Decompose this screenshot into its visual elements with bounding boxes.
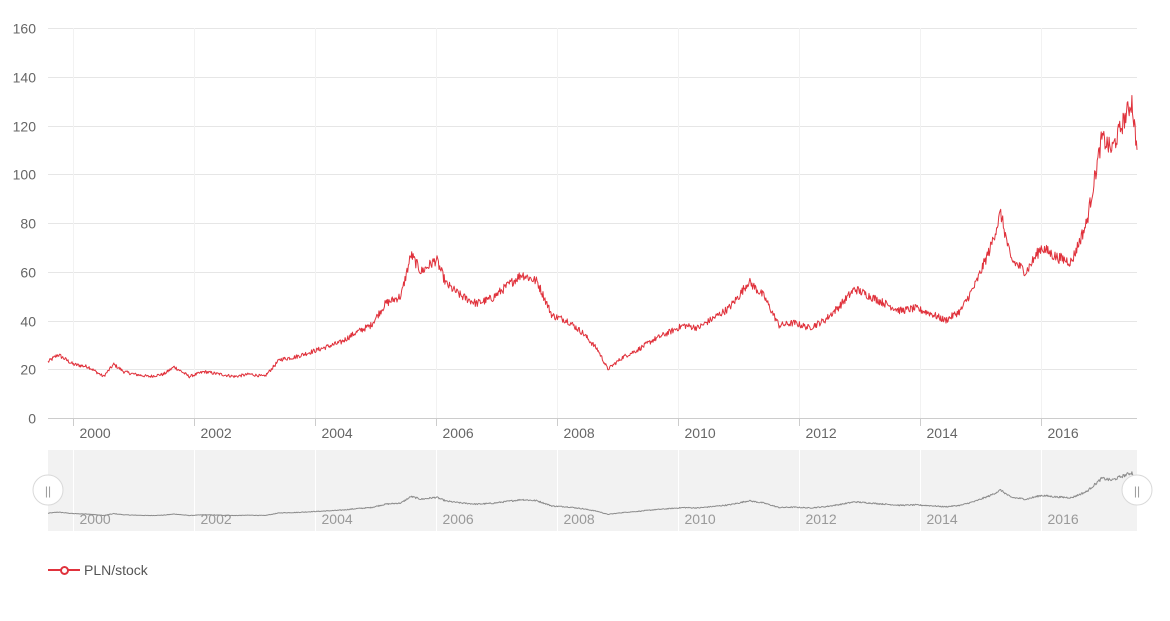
y-axis-tick-labels: 0 20 40 60 80 100 120 140 160	[13, 21, 37, 427]
main-plot-series	[47, 95, 1138, 379]
x-tick-label: 2016	[1048, 425, 1079, 441]
navigator-x-tick-label: 2016	[1048, 511, 1079, 527]
x-axis-ticks: 2000 2002 2004 2006 2008 2010 2012 2014 2016	[73, 418, 1079, 441]
x-tick-label: 2012	[806, 425, 837, 441]
navigator-series-line	[47, 471, 1138, 517]
x-tick-label: 2008	[564, 425, 595, 441]
y-tick-label: 100	[13, 167, 37, 183]
legend-line-marker-icon	[48, 560, 80, 580]
navigator-grid	[73, 450, 1042, 531]
navigator-right-handle[interactable]: ||	[1121, 474, 1153, 506]
series-line-pln-stock[interactable]	[47, 95, 1138, 379]
navigator-left-handle-grip: ||	[45, 484, 51, 498]
navigator-x-tick-label: 2002	[201, 511, 232, 527]
navigator-left-handle[interactable]: ||	[32, 474, 64, 506]
navigator-right-handle-grip: ||	[1134, 484, 1140, 498]
navigator-x-tick-label: 2014	[927, 511, 958, 527]
x-tick-label: 2004	[322, 425, 353, 441]
x-tick-label: 2014	[927, 425, 958, 441]
y-tick-label: 160	[13, 21, 37, 37]
x-tick-label: 2002	[201, 425, 232, 441]
navigator-x-tick-label: 2000	[80, 511, 111, 527]
y-tick-label: 80	[20, 216, 36, 232]
y-tick-label: 60	[20, 265, 36, 281]
y-tick-label: 40	[20, 314, 36, 330]
y-tick-label: 140	[13, 70, 37, 86]
y-tick-label: 0	[28, 411, 36, 427]
navigator-x-tick-labels: 2000 2002 2004 2006 2008 2010 2012 2014 2016	[80, 511, 1079, 527]
x-tick-label: 2000	[80, 425, 111, 441]
y-tick-label: 20	[20, 362, 36, 378]
x-tick-label: 2010	[685, 425, 716, 441]
navigator-x-tick-label: 2004	[322, 511, 353, 527]
navigator-x-tick-label: 2012	[806, 511, 837, 527]
navigator-x-tick-label: 2006	[443, 511, 474, 527]
y-tick-label: 120	[13, 119, 37, 135]
navigator-background	[48, 450, 1137, 531]
navigator-x-tick-label: 2008	[564, 511, 595, 527]
navigator-x-tick-label: 2010	[685, 511, 716, 527]
legend-label: PLN/stock	[84, 562, 148, 578]
main-plot-grid	[48, 28, 1137, 418]
chart-legend-item[interactable]: PLN/stock	[48, 560, 148, 580]
x-tick-label: 2006	[443, 425, 474, 441]
navigator-series	[47, 471, 1138, 517]
range-navigator[interactable]: 2000 2002 2004 2006 2008 2010 2012 2014 2016 || …	[32, 450, 1153, 531]
